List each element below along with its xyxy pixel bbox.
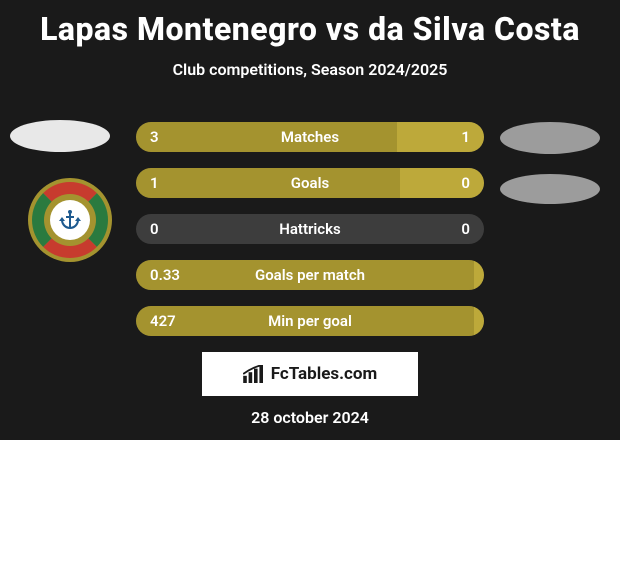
brand-text: FcTables.com [271, 364, 377, 384]
subtitle: Club competitions, Season 2024/2025 [0, 60, 620, 79]
player-badge-right-secondary [500, 174, 600, 204]
stat-value-right: 0 [461, 174, 470, 192]
anchor-icon [58, 208, 82, 232]
player-badge-right [500, 122, 600, 154]
stat-label: Min per goal [136, 312, 484, 330]
brand-chart-icon [243, 365, 265, 383]
stat-row: 1Goals0 [136, 168, 484, 198]
brand-badge: FcTables.com [202, 352, 418, 396]
date-text: 28 october 2024 [0, 408, 620, 427]
stat-label: Goals [136, 174, 484, 192]
stat-row: 0Hattricks0 [136, 214, 484, 244]
stat-value-right: 1 [461, 128, 470, 146]
club-crest [28, 178, 112, 262]
stat-bars: 3Matches11Goals00Hattricks00.33Goals per… [136, 122, 484, 352]
crest-center [50, 200, 90, 240]
stat-row: 427Min per goal [136, 306, 484, 336]
player-badge-left [10, 120, 110, 152]
comparison-card: Lapas Montenegro vs da Silva Costa Club … [0, 0, 620, 440]
stat-label: Hattricks [136, 220, 484, 238]
page-title: Lapas Montenegro vs da Silva Costa [0, 0, 620, 48]
stat-label: Goals per match [136, 266, 484, 284]
stat-value-right: 0 [461, 220, 470, 238]
stat-row: 3Matches1 [136, 122, 484, 152]
stat-label: Matches [136, 128, 484, 146]
stat-row: 0.33Goals per match [136, 260, 484, 290]
